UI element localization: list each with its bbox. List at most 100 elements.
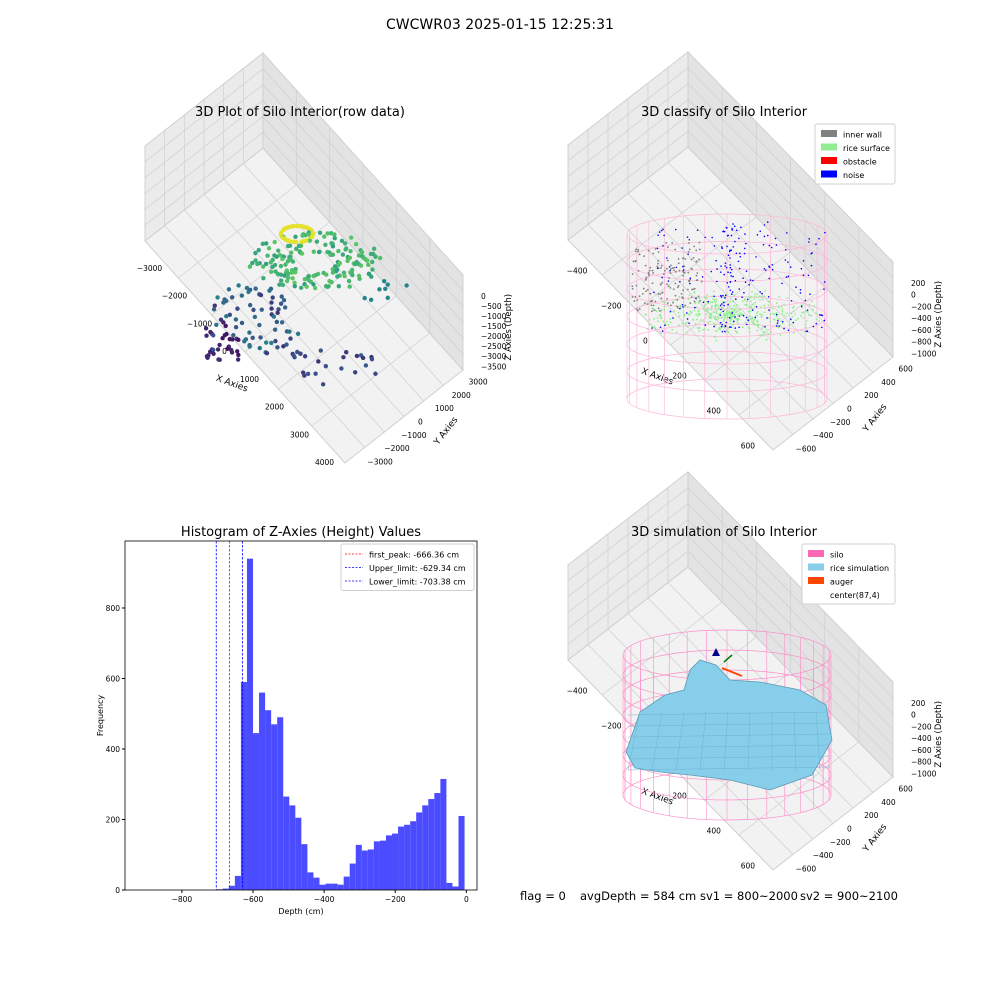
wall-point [657, 307, 660, 310]
rice-point [717, 307, 720, 310]
scatter-point [332, 236, 337, 241]
noise-point [767, 295, 770, 298]
noise-point [730, 268, 733, 271]
rice-point [718, 323, 721, 326]
surface-mesh [627, 711, 831, 716]
rice-point [704, 297, 707, 299]
noise-point [732, 275, 734, 278]
rice-point [662, 301, 664, 303]
scatter-point [323, 363, 329, 369]
scatter-point [317, 230, 323, 236]
scatter-point [357, 276, 362, 281]
scatter-point [294, 246, 299, 252]
x-tick-label: 400 [707, 827, 722, 836]
noise-point [686, 318, 689, 320]
x-tick-label: 0 [643, 337, 648, 346]
rice-point [748, 327, 751, 330]
legend-swatch [808, 550, 824, 557]
rice-point [726, 315, 729, 318]
wall-point [673, 269, 675, 272]
scatter-point [272, 327, 278, 332]
wall-point [635, 284, 638, 287]
rice-point [697, 301, 700, 304]
noise-point [729, 271, 732, 274]
noise-point [725, 321, 728, 324]
noise-point [799, 292, 802, 294]
scatter-point [292, 280, 297, 286]
legend-label: inner wall [843, 131, 882, 140]
rice-point [763, 304, 766, 307]
scatter-point [246, 289, 251, 295]
scatter-point [274, 254, 279, 259]
noise-point [730, 293, 733, 296]
wall-point [684, 304, 687, 307]
scatter-point [247, 344, 252, 349]
rice-point [736, 323, 739, 325]
histogram-bar [446, 882, 453, 890]
noise-point [733, 320, 735, 323]
noise-point [723, 273, 725, 276]
rice-point [710, 308, 713, 311]
scatter-point [259, 307, 264, 312]
scatter-point [352, 261, 358, 267]
rice-point [722, 314, 725, 317]
noise-point [759, 291, 761, 293]
z-axis-label: Z Axies (Depth) [504, 294, 514, 361]
legend-frame [801, 543, 896, 605]
rice-point [705, 313, 708, 316]
noise-point [737, 260, 740, 263]
rice-point [791, 315, 794, 318]
noise-point [727, 254, 730, 257]
scatter-point [347, 284, 352, 289]
y-tick-label: 400 [106, 745, 121, 754]
rice-point [763, 331, 766, 333]
rice-point [771, 307, 774, 310]
wall-point [688, 248, 691, 251]
rice-point [802, 316, 805, 319]
wall-point [698, 241, 701, 244]
noise-point [721, 247, 723, 250]
noise-point [784, 259, 787, 261]
rice-point [754, 305, 756, 308]
rice-point [746, 318, 749, 320]
noise-point [754, 316, 757, 319]
histogram-bar [367, 849, 374, 890]
scatter-point [275, 345, 280, 350]
x-tick-label: 200 [672, 792, 687, 801]
noise-point [713, 295, 715, 298]
noise-point [681, 247, 683, 249]
wall-point [682, 289, 685, 292]
scatter-point [233, 324, 239, 330]
scatter-point [292, 284, 297, 289]
rice-point [810, 300, 813, 303]
noise-point [743, 291, 745, 294]
noise-point [728, 316, 731, 319]
noise-point [694, 306, 696, 309]
noise-point [666, 257, 668, 259]
rice-point [683, 314, 686, 317]
rice-point [777, 326, 780, 329]
noise-point [766, 221, 769, 223]
histogram-bar [301, 844, 308, 890]
y-tick-label: 0 [847, 825, 852, 834]
rice-point [775, 311, 778, 314]
noise-point [686, 236, 689, 238]
noise-point [739, 252, 741, 255]
rice-point [651, 325, 654, 328]
noise-point [734, 316, 736, 318]
wall-point [669, 272, 672, 275]
legend-label: noise [843, 171, 864, 180]
wall-point [673, 266, 675, 269]
x-axis-label: X Axies [640, 787, 675, 808]
rice-point [753, 323, 756, 326]
scatter-point [335, 274, 340, 279]
rice-point [686, 325, 689, 328]
rice-point [792, 310, 795, 313]
rice-point [764, 290, 767, 292]
scatter-point [362, 295, 367, 301]
noise-point [763, 224, 766, 226]
scatter-point [279, 294, 284, 299]
noise-point [660, 229, 663, 232]
scatter-point [235, 306, 240, 311]
rice-point [800, 306, 803, 309]
